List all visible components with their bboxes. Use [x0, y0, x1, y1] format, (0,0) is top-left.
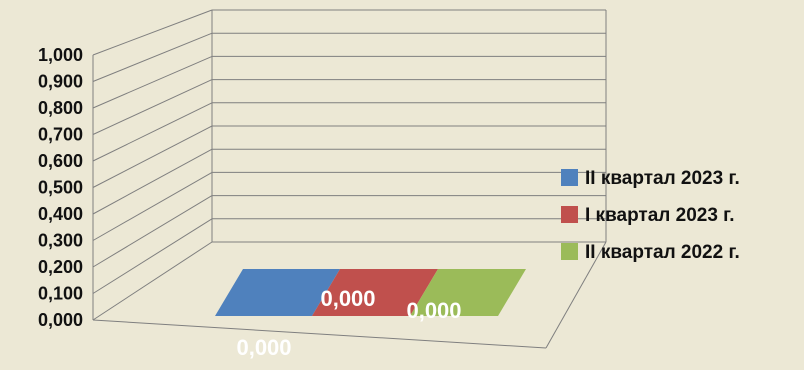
y-tick-label: 0,700 — [38, 125, 83, 145]
y-tick-label: 1,000 — [38, 45, 83, 65]
side-gridline — [92, 148, 213, 215]
y-tick-label: 0,400 — [38, 204, 83, 224]
side-gridline — [92, 218, 213, 294]
y-tick-label: 0,000 — [38, 310, 83, 330]
bar-series-2 — [312, 269, 438, 316]
legend-label-2: I квартал 2023 г. — [585, 205, 734, 226]
y-tick-label: 0,100 — [38, 284, 83, 304]
side-gridline — [92, 79, 213, 135]
y-tick-label: 0,800 — [38, 98, 83, 118]
bar-series-1 — [215, 269, 340, 316]
side-gridline — [92, 9, 213, 56]
side-gridline — [92, 32, 213, 82]
y-tick-label: 0,600 — [38, 151, 83, 171]
side-gridline — [92, 195, 213, 268]
legend-swatch-3 — [561, 243, 578, 260]
bar-series-3 — [410, 269, 526, 316]
side-gridline — [92, 125, 213, 188]
legend-label-1: II квартал 2023 г. — [585, 168, 740, 189]
data-label-series-2: 0,000 — [320, 286, 375, 311]
side-gridline — [92, 55, 213, 109]
y-tick-label: 0,500 — [38, 178, 83, 198]
legend-label-3: II квартал 2022 г. — [585, 242, 740, 263]
y-tick-label: 0,200 — [38, 257, 83, 277]
y-tick-label: 0,300 — [38, 231, 83, 251]
side-gridline — [92, 171, 213, 241]
floor-front-edge — [92, 319, 547, 349]
data-label-series-3: 0,000 — [406, 298, 461, 323]
side-gridline — [92, 241, 213, 321]
data-label-series-1: 0,000 — [236, 335, 291, 360]
legend-swatch-1 — [561, 169, 578, 186]
side-gridline — [92, 102, 213, 162]
legend-swatch-2 — [561, 206, 578, 223]
floor-right-edge — [545, 241, 607, 349]
y-tick-label: 0,900 — [38, 72, 83, 92]
